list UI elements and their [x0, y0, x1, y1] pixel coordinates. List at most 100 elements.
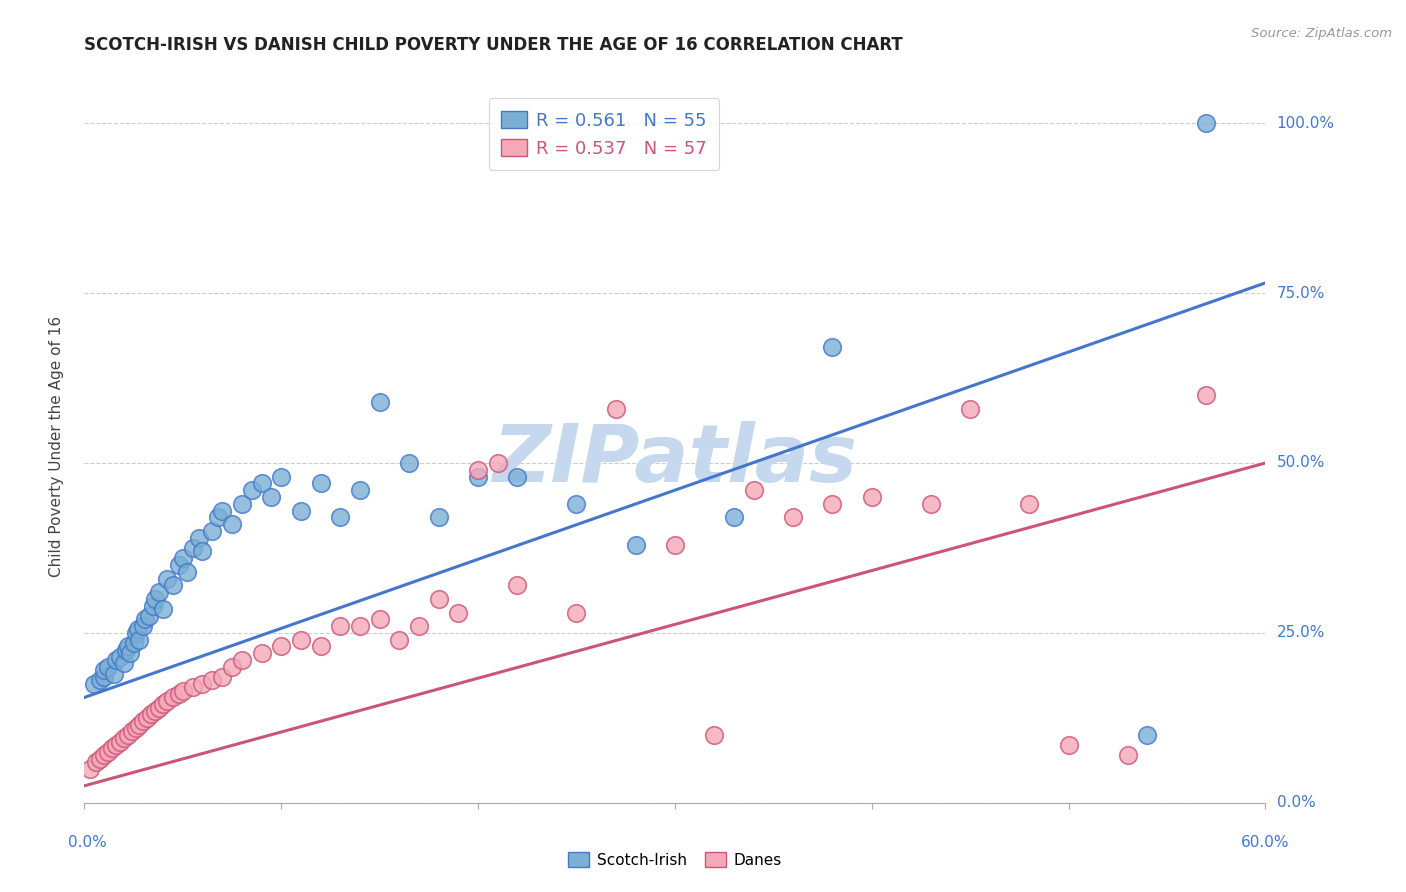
Point: [270, 640, 292, 654]
Point: [156, 572, 179, 586]
Point: [172, 683, 194, 698]
Point: [124, 721, 146, 735]
Text: 100.0%: 100.0%: [1277, 116, 1334, 131]
Point: [128, 632, 150, 647]
Point: [104, 653, 127, 667]
Point: [309, 640, 332, 654]
Point: [447, 606, 470, 620]
Point: [368, 612, 391, 626]
Point: [143, 704, 166, 718]
Point: [506, 469, 529, 483]
Point: [142, 599, 165, 613]
Point: [201, 524, 224, 538]
Point: [207, 510, 229, 524]
Point: [93, 663, 115, 677]
Point: [187, 531, 209, 545]
Point: [240, 483, 263, 498]
Point: [398, 456, 420, 470]
Point: [83, 677, 105, 691]
Point: [93, 748, 115, 763]
Point: [782, 510, 804, 524]
Point: [89, 751, 111, 765]
Point: [329, 510, 352, 524]
Point: [138, 608, 160, 623]
Point: [97, 745, 120, 759]
Point: [1018, 497, 1040, 511]
Point: [172, 551, 194, 566]
Point: [136, 711, 159, 725]
Point: [1136, 728, 1159, 742]
Point: [134, 612, 156, 626]
Point: [388, 632, 411, 647]
Point: [486, 456, 509, 470]
Text: ZIPatlas: ZIPatlas: [492, 421, 858, 500]
Point: [821, 341, 844, 355]
Point: [1195, 116, 1218, 130]
Point: [112, 731, 135, 746]
Point: [565, 497, 588, 511]
Point: [108, 734, 131, 748]
Point: [176, 565, 198, 579]
Point: [723, 510, 745, 524]
Point: [122, 636, 145, 650]
Point: [97, 660, 120, 674]
Point: [260, 490, 283, 504]
Point: [860, 490, 883, 504]
Point: [103, 666, 125, 681]
Point: [211, 670, 233, 684]
Point: [250, 476, 273, 491]
Point: [201, 673, 224, 688]
Point: [132, 619, 155, 633]
Legend: Scotch-Irish, Danes: Scotch-Irish, Danes: [561, 846, 789, 873]
Point: [211, 503, 233, 517]
Point: [162, 690, 184, 705]
Point: [309, 476, 332, 491]
Point: [349, 619, 371, 633]
Point: [959, 401, 981, 416]
Point: [191, 677, 214, 691]
Point: [93, 670, 115, 684]
Point: [329, 619, 352, 633]
Point: [128, 717, 150, 731]
Point: [605, 401, 627, 416]
Point: [167, 558, 190, 572]
Text: 0.0%: 0.0%: [1277, 796, 1315, 810]
Point: [152, 698, 174, 712]
Point: [270, 469, 292, 483]
Point: [124, 626, 146, 640]
Point: [132, 714, 155, 729]
Point: [1057, 738, 1080, 752]
Point: [221, 660, 243, 674]
Point: [290, 632, 312, 647]
Point: [167, 687, 190, 701]
Point: [427, 591, 450, 606]
Point: [112, 657, 135, 671]
Point: [221, 517, 243, 532]
Point: [117, 728, 139, 742]
Point: [141, 707, 163, 722]
Point: [467, 469, 489, 483]
Point: [79, 762, 101, 776]
Point: [231, 497, 253, 511]
Point: [250, 646, 273, 660]
Text: 25.0%: 25.0%: [1277, 625, 1324, 640]
Point: [920, 497, 942, 511]
Text: SCOTCH-IRISH VS DANISH CHILD POVERTY UNDER THE AGE OF 16 CORRELATION CHART: SCOTCH-IRISH VS DANISH CHILD POVERTY UND…: [84, 36, 903, 54]
Point: [408, 619, 430, 633]
Point: [143, 591, 166, 606]
Point: [108, 649, 131, 664]
Point: [1195, 388, 1218, 402]
Point: [1116, 748, 1139, 763]
Text: 0.0%: 0.0%: [67, 836, 107, 850]
Y-axis label: Child Poverty Under the Age of 16: Child Poverty Under the Age of 16: [49, 316, 63, 576]
Point: [427, 510, 450, 524]
Point: [290, 503, 312, 517]
Text: 60.0%: 60.0%: [1241, 836, 1289, 850]
Point: [162, 578, 184, 592]
Point: [152, 602, 174, 616]
Point: [118, 646, 141, 660]
Point: [703, 728, 725, 742]
Point: [117, 640, 139, 654]
Point: [231, 653, 253, 667]
Point: [565, 606, 588, 620]
